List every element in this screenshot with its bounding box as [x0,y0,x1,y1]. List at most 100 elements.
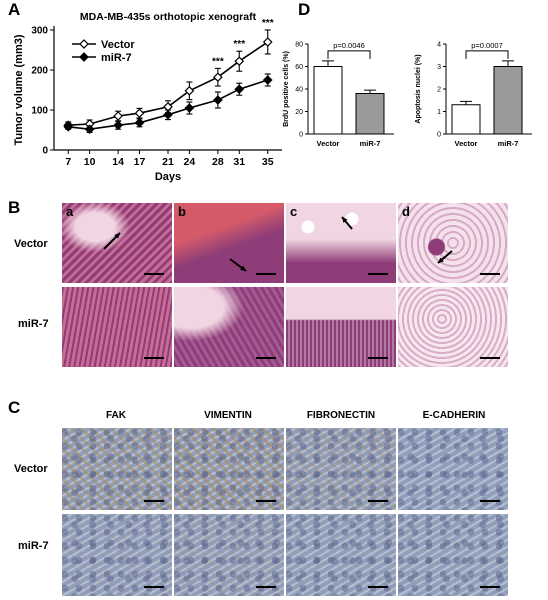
panelB-row-label-vector: Vector [14,238,48,250]
arrow-icon [103,232,121,250]
x-tick-label: 28 [212,156,224,168]
data-point [184,85,195,96]
x-tick-label: Vector [317,139,340,148]
panel-letter-a: A [8,0,21,19]
he-tile-r0-c3: d [398,203,508,283]
p-value-label: p=0.0046 [333,41,365,50]
significance-annotation: *** [233,39,245,50]
tile-letter: d [402,204,410,219]
panelC-col-label-fak: FAK [106,410,126,421]
he-tile-r1-c2 [286,287,396,367]
y-tick-label: 0 [42,146,48,157]
scale-bar [256,357,276,359]
p-value-label: p=0.0007 [471,41,503,50]
data-point [213,95,223,105]
panelC-row-label-mir7: miR-7 [18,540,49,552]
panel-letter-c: C [8,398,21,417]
x-tick-label: 21 [162,156,174,168]
data-point [213,72,223,83]
legend-marker [79,39,89,49]
scale-bar [256,586,276,588]
data-point [84,124,95,135]
arrow-icon [341,216,353,230]
panel-letter-b: B [8,198,21,217]
significance-annotation: *** [262,18,274,29]
data-point [134,117,145,128]
legend-entry: Vector [101,39,135,51]
apoptosis-bar-chart: 0 1 2 3 4 Apoptosis nuclei (%) Vector miR-7 p=0.… [415,41,532,148]
bar-1 [493,66,523,135]
data-point [113,111,123,121]
y-tick-label: 80 [295,42,303,49]
data-point [262,75,273,85]
scale-bar [144,586,164,588]
y-tick-label: 0 [437,132,441,139]
ihc-tile-r0-c0 [62,428,172,510]
y-tick-label: 2 [437,87,441,94]
x-tick-label: 17 [134,156,146,168]
panelC-col-label-ecadherin: E-CADHERIN [422,410,486,421]
tumor-volume-line-chart: MDA-MB-435s orthotopic xenograft 0 100 200 3… [13,11,282,183]
x-tick-label: 14 [112,156,124,168]
scale-bar [480,500,500,502]
he-tile-r0-c0: a [62,203,172,283]
x-tick-label: Vector [455,139,478,148]
tile-letter: a [66,204,74,219]
scale-bar [368,273,388,275]
panelB-row-label-mir7: miR-7 [18,318,49,330]
scale-bar [368,357,388,359]
legend-marker [79,52,89,62]
chart-title: MDA-MB-435s orthotopic xenograft [80,11,257,23]
scale-bar [144,357,164,359]
ihc-tile-r0-c3 [398,428,508,510]
arrow-icon [229,258,247,272]
ihc-tile-r1-c1 [174,514,284,596]
panelC-col-label-vimentin: VIMENTIN [204,410,252,421]
panelC-row-label-vector: Vector [14,463,48,475]
ihc-tile-r0-c1 [174,428,284,510]
he-tile-r1-c1 [174,287,284,367]
y-tick-label: 4 [437,42,441,49]
scale-bar [144,500,164,502]
y-axis-label: Tumor volume (mm3) [13,34,25,145]
data-point [134,108,145,119]
x-tick-label: 35 [262,156,274,168]
bar-1 [355,93,385,135]
y-tick-label: 0 [299,132,303,139]
y-tick-label: 100 [31,106,48,117]
x-tick-label: 7 [65,156,71,168]
brdu-bar-chart: 0 20 40 60 80 BrdU positive cells (%) Vector mi… [283,41,394,148]
data-point [113,120,123,131]
data-point [262,37,273,47]
ihc-tile-r1-c3 [398,514,508,596]
data-point [63,121,74,132]
he-tile-r1-c3 [398,287,508,367]
y-axis-label: Apoptosis nuclei (%) [415,54,422,123]
data-point [163,109,173,120]
scale-bar [480,586,500,588]
significance-annotation: *** [212,56,224,67]
panelC-col-label-fibronectin: FIBRONECTIN [306,410,376,421]
bar-0 [451,104,481,135]
he-tile-r1-c0 [62,287,172,367]
legend-entry: miR-7 [101,52,132,64]
data-point [184,103,195,113]
panel-letter-d: D [298,0,311,19]
tile-letter: b [178,204,186,219]
significance-bracket [327,50,371,59]
x-tick-label: 10 [84,156,96,168]
scale-bar [144,273,164,275]
x-tick-label: miR-7 [360,139,381,148]
ihc-tile-r1-c0 [62,514,172,596]
x-tick-label: 24 [184,156,196,168]
y-tick-label: 40 [295,87,303,94]
ihc-tile-r1-c2 [286,514,396,596]
y-tick-label: 300 [31,26,48,37]
y-tick-label: 200 [31,66,48,77]
y-axis-label: BrdU positive cells (%) [283,51,290,127]
scale-bar [256,500,276,502]
he-tile-r0-c2: c [286,203,396,283]
bar-0 [313,66,343,135]
x-tick-label: 31 [233,156,245,168]
arrow-icon [437,250,453,264]
